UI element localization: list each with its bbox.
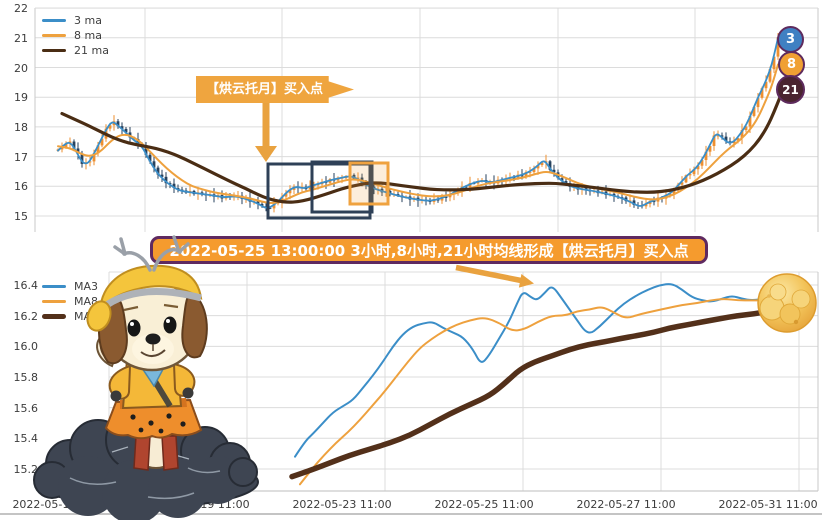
top-chart-grid (34, 7, 819, 232)
top-ma-lines (57, 36, 782, 209)
banner-pointer-arrow (455, 264, 534, 288)
moon-cloud-icon (757, 273, 817, 333)
top-chart-annotations (255, 103, 390, 220)
bottom-chart-grid (108, 271, 819, 492)
window-bottom-border (0, 513, 822, 515)
bottom-ma-lines (289, 283, 809, 486)
candlestick-series (56, 33, 780, 213)
